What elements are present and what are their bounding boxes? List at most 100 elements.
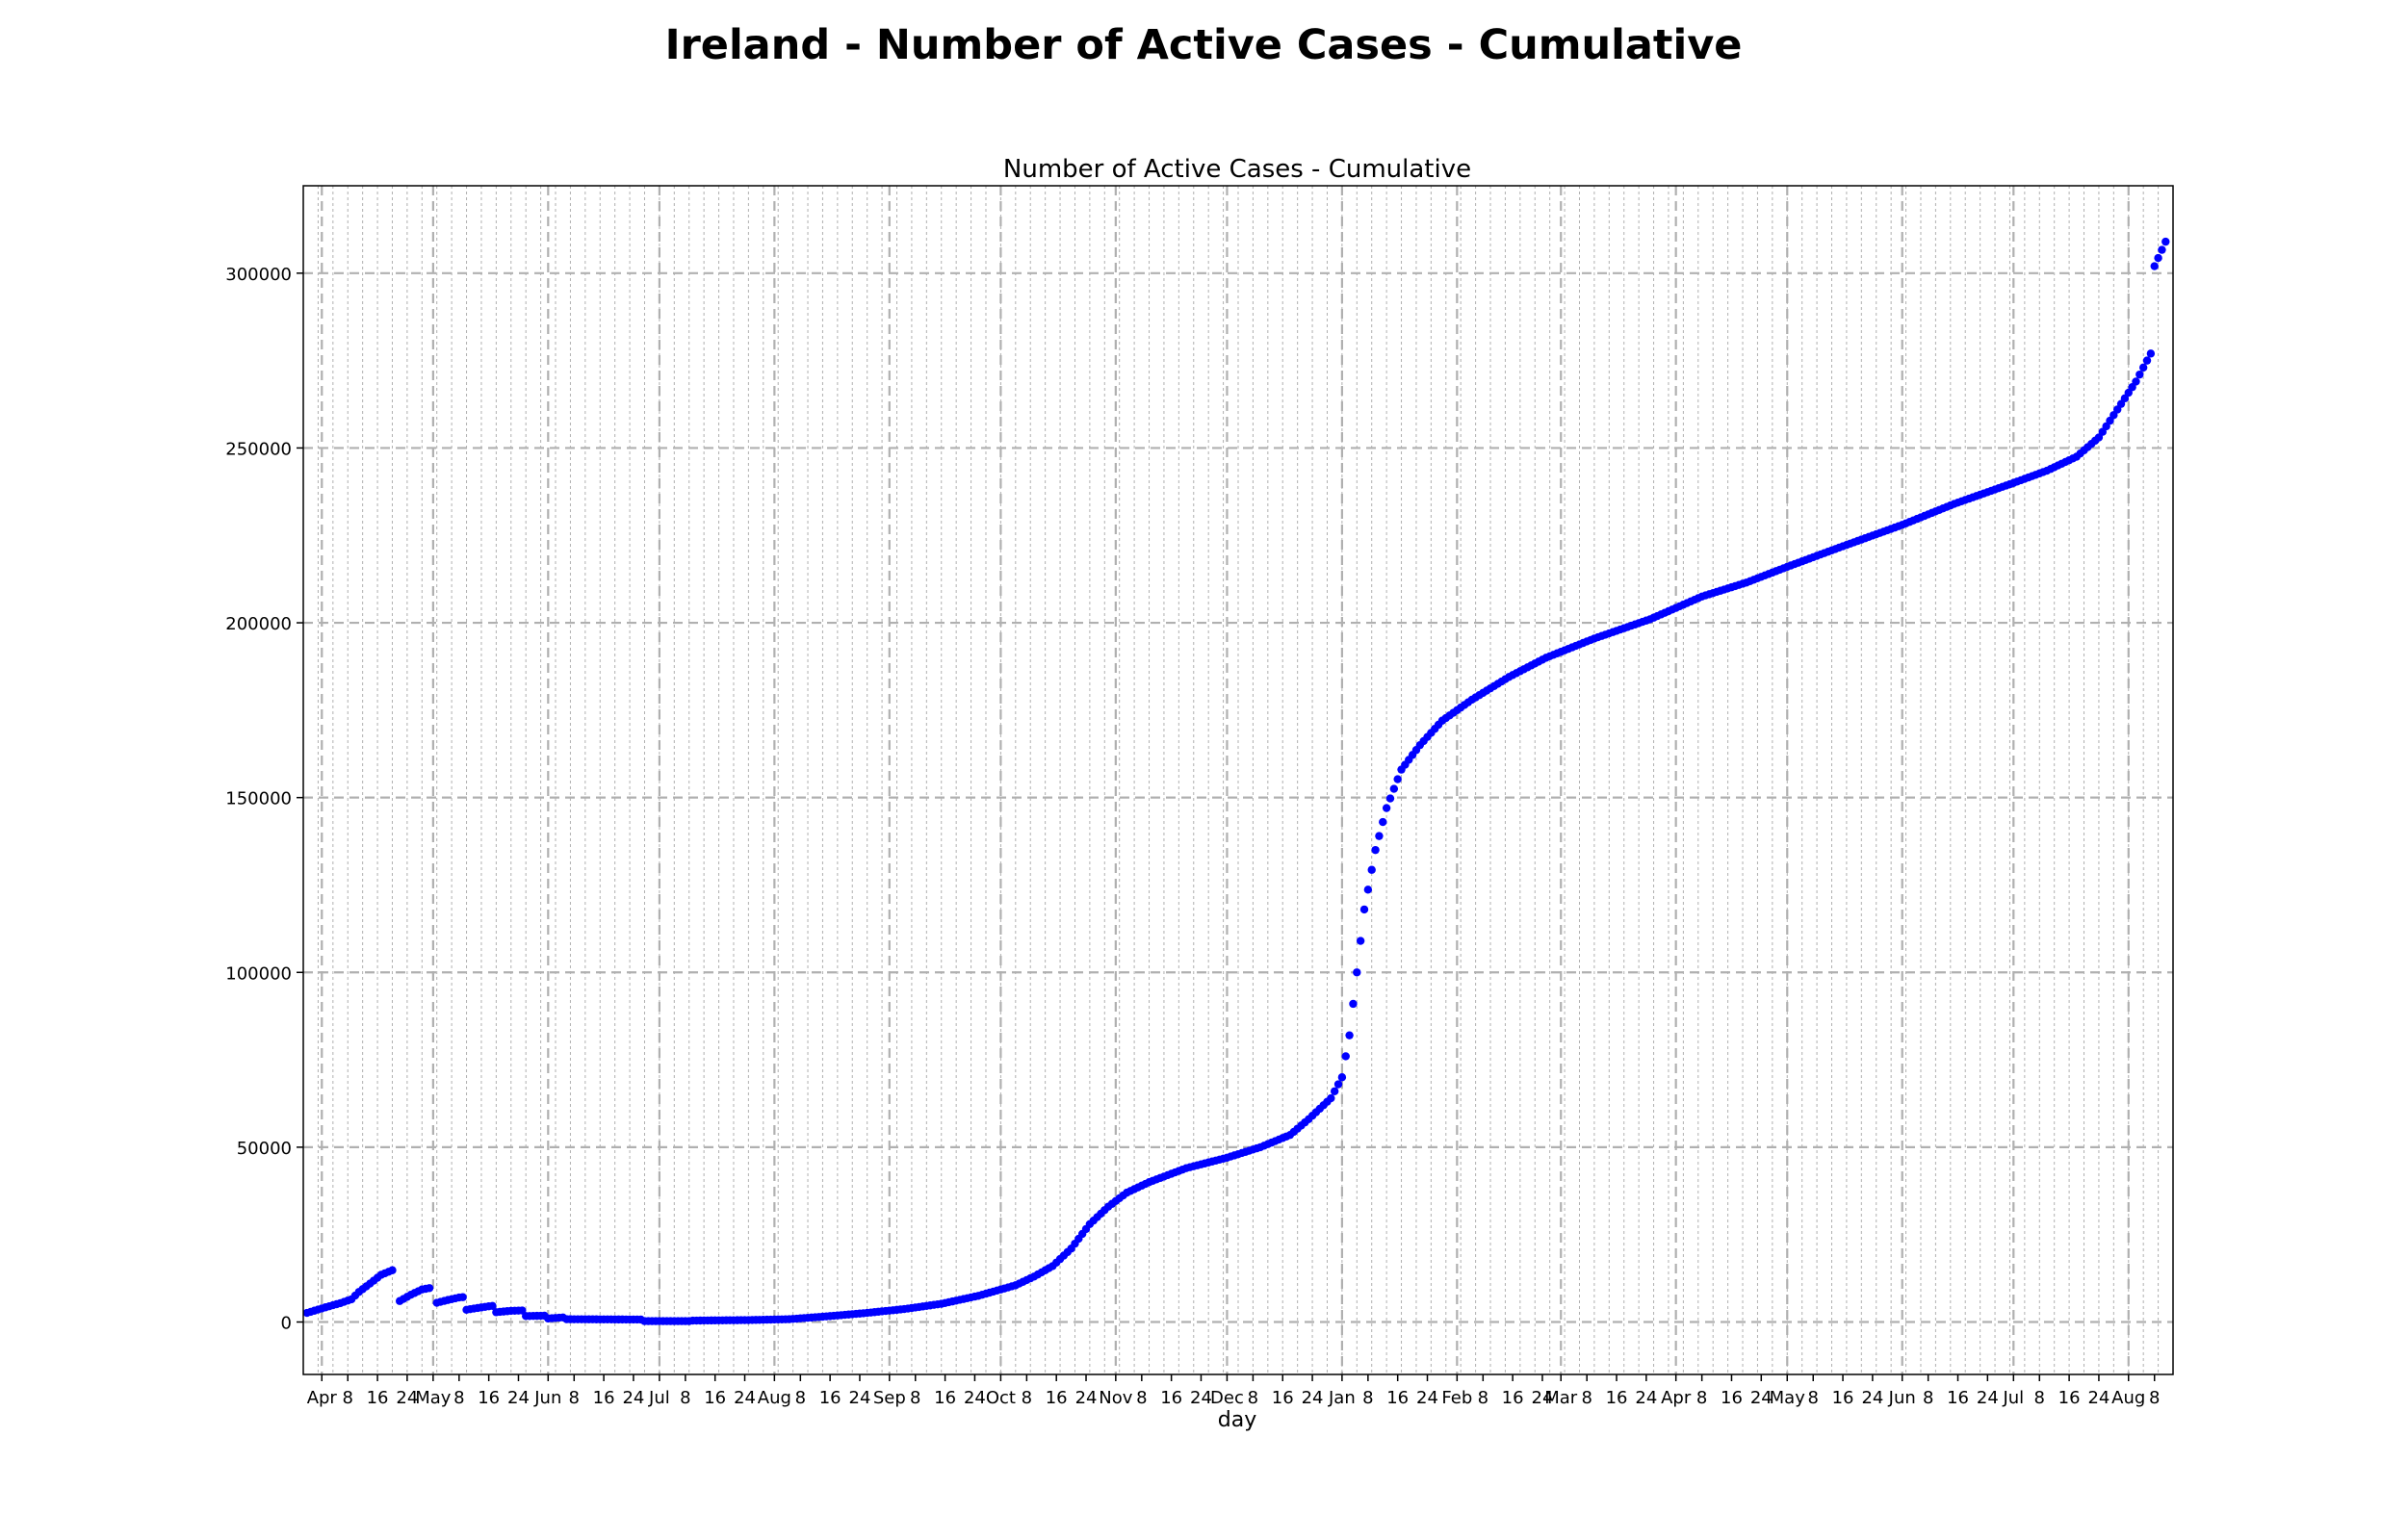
y-tick-label: 100000	[225, 963, 292, 984]
data-point	[1382, 804, 1391, 812]
data-point	[1345, 1031, 1354, 1040]
y-tick-label: 0	[281, 1314, 292, 1334]
x-tick-label: 24	[1190, 1388, 1212, 1408]
x-tick-label: 16	[2058, 1388, 2081, 1408]
x-tick-label: 16	[367, 1388, 389, 1408]
data-point	[2146, 349, 2156, 358]
x-tick-label: 16	[478, 1388, 500, 1408]
x-tick-label: Feb	[1441, 1388, 1472, 1408]
data-point	[1327, 1093, 1335, 1103]
x-tick-label: 16	[819, 1388, 841, 1408]
y-tick-label: 250000	[225, 439, 292, 459]
x-tick-label: Dec	[1210, 1388, 1244, 1408]
x-tick-label: Oct	[986, 1388, 1016, 1408]
x-tick-label: 16	[593, 1388, 615, 1408]
x-tick-label: 24	[964, 1388, 986, 1408]
x-tick-label: Aug	[758, 1388, 791, 1408]
x-tick-label: 8	[1478, 1388, 1488, 1408]
y-tick-label: 200000	[225, 614, 292, 634]
major-grid	[303, 186, 2173, 1374]
x-tick-label: Apr	[307, 1388, 338, 1408]
plot-frame	[302, 185, 2174, 1375]
x-tick-label: 24	[1416, 1388, 1438, 1408]
data-point	[1371, 845, 1380, 855]
x-tick-label: 24	[1750, 1388, 1773, 1408]
x-tick-label: 16	[1272, 1388, 1294, 1408]
data-point	[2150, 262, 2159, 270]
x-tick-label: Jun	[533, 1388, 561, 1408]
x-tick-label: 8	[343, 1388, 353, 1408]
x-tick-label: Sep	[873, 1388, 906, 1408]
x-tick-label: Jun	[1888, 1388, 1916, 1408]
x-tick-label: Apr	[1661, 1388, 1692, 1408]
data-point	[2142, 356, 2152, 365]
y-tick-label: 50000	[237, 1139, 292, 1159]
data-point	[2154, 253, 2162, 263]
x-axis-label: day	[1218, 1408, 1256, 1432]
data-point	[2132, 377, 2140, 386]
plot-title: Number of Active Cases - Cumulative	[1003, 155, 1471, 184]
x-tick-label: 16	[1721, 1388, 1743, 1408]
data-point	[1349, 999, 1358, 1009]
y-tick-label: 300000	[225, 265, 292, 285]
data-point	[2138, 363, 2148, 372]
data-point	[488, 1301, 497, 1311]
x-tick-label: 24	[1861, 1388, 1883, 1408]
x-tick-label: 24	[1075, 1388, 1098, 1408]
x-tick-label: 8	[1808, 1388, 1819, 1408]
x-tick-label: 16	[1502, 1388, 1524, 1408]
x-tick-label: 24	[396, 1388, 418, 1408]
x-tick-label: 24	[734, 1388, 756, 1408]
x-tick-label: Nov	[1099, 1388, 1132, 1408]
data-point	[2158, 245, 2166, 254]
x-tick-label: May	[415, 1388, 452, 1408]
x-tick-label: 8	[453, 1388, 464, 1408]
x-tick-label: 16	[934, 1388, 956, 1408]
x-tick-label: Jan	[1328, 1388, 1356, 1408]
x-tick-label: 8	[910, 1388, 920, 1408]
data-point	[425, 1284, 434, 1293]
x-tick-label: Mar	[1544, 1388, 1578, 1408]
x-tick-label: 24	[622, 1388, 644, 1408]
data-point	[1363, 886, 1373, 894]
data-point	[458, 1293, 467, 1301]
data-point	[1341, 1052, 1350, 1061]
data-point	[1337, 1073, 1347, 1082]
figure-suptitle: Ireland - Number of Active Cases - Cumul…	[664, 21, 1743, 69]
data-point	[1359, 905, 1369, 914]
data-point	[1385, 794, 1395, 803]
x-tick-label: 16	[1160, 1388, 1182, 1408]
x-tick-label: 8	[680, 1388, 690, 1408]
data-point	[2161, 237, 2170, 246]
x-tick-label: 24	[1977, 1388, 1999, 1408]
scatter-points	[302, 237, 2170, 1325]
data-point	[1353, 968, 1361, 977]
x-tick-label: May	[1770, 1388, 1806, 1408]
x-tick-label: 16	[1606, 1388, 1628, 1408]
x-tick-label: Jul	[648, 1388, 670, 1408]
x-tick-label: 16	[1947, 1388, 1969, 1408]
x-tick-label: 16	[1046, 1388, 1068, 1408]
x-tick-label: 8	[1923, 1388, 1933, 1408]
x-tick-label: 16	[704, 1388, 726, 1408]
data-point	[1379, 817, 1387, 827]
x-tick-label: 24	[849, 1388, 871, 1408]
y-axis: 0 50000 100000 150000 200000 250000 300000	[225, 265, 303, 1334]
data-point	[2135, 370, 2144, 379]
x-tick-label: 16	[1386, 1388, 1409, 1408]
x-tick-label: 24	[1302, 1388, 1324, 1408]
x-tick-label: Aug	[2111, 1388, 2145, 1408]
x-tick-label: 24	[1532, 1388, 1554, 1408]
x-tick-label: 8	[1136, 1388, 1147, 1408]
x-tick-label: 24	[507, 1388, 530, 1408]
x-tick-label: Jul	[2002, 1388, 2024, 1408]
y-tick-label: 150000	[225, 789, 292, 809]
x-tick-label: 8	[1362, 1388, 1373, 1408]
data-point	[1389, 784, 1399, 793]
x-tick-label: 8	[795, 1388, 806, 1408]
data-point	[388, 1266, 397, 1274]
x-tick-label: 24	[2087, 1388, 2109, 1408]
x-tick-label: 8	[2034, 1388, 2045, 1408]
x-tick-label: 8	[569, 1388, 580, 1408]
